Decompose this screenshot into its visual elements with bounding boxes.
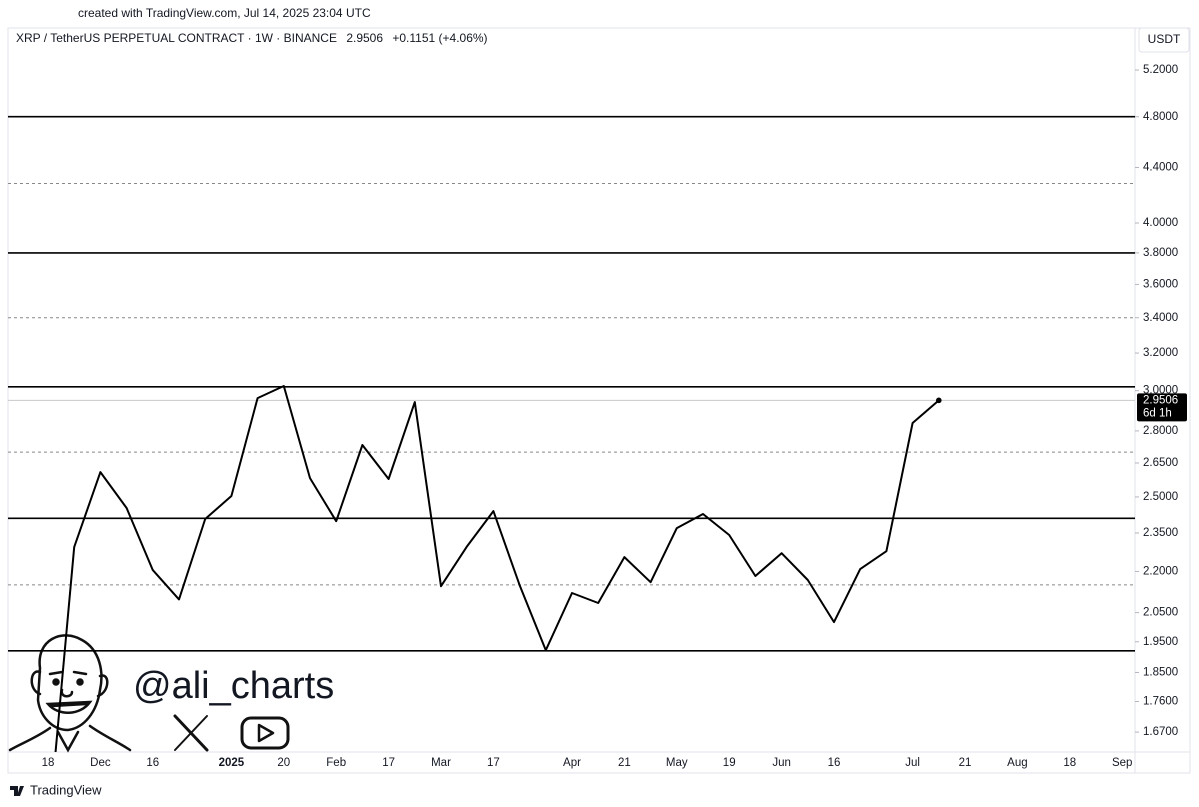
x-tick-label: 19 (723, 757, 736, 769)
y-tick-label: 3.2000 (1143, 347, 1178, 359)
y-tick-label: 2.2000 (1143, 565, 1178, 577)
brand: TradingView (30, 782, 102, 797)
x-tick-label: 16 (146, 757, 159, 769)
x-tick-label: 18 (42, 757, 55, 769)
x-tick-label: 20 (277, 757, 290, 769)
y-tick-label: 2.3500 (1143, 527, 1178, 539)
y-tick-label: 1.6700 (1143, 726, 1178, 738)
header: XRP / TetherUS PERPETUAL CONTRACT · 1W ·… (16, 31, 488, 45)
header-change: +0.1151 (+4.06%) (392, 31, 487, 45)
x-tick-label: Sep (1112, 757, 1132, 769)
y-tick-label: 4.8000 (1143, 111, 1178, 123)
header-price: 2.9506 (346, 31, 383, 45)
y-tick-label: 2.8000 (1143, 425, 1178, 437)
y-tick-label: 4.0000 (1143, 217, 1178, 229)
plot (8, 385, 1135, 752)
price-line (54, 385, 940, 752)
y-tick-label: 1.9500 (1143, 636, 1178, 648)
x-tick-label: Mar (431, 757, 451, 769)
x-tick-label: Apr (563, 757, 581, 769)
x-tick-label: Jul (905, 757, 920, 769)
x-tick-label: Feb (326, 757, 346, 769)
y-tick-label: 2.0500 (1143, 607, 1178, 619)
x-tick-label: 17 (382, 757, 395, 769)
y-tick-label: 3.4000 (1143, 312, 1178, 324)
currency-box[interactable] (1138, 27, 1190, 53)
price-label: 2.9506 (1143, 394, 1178, 406)
credit: created with TradingView.com, Jul 14, 20… (78, 6, 371, 20)
x-tick-label: 21 (618, 757, 631, 769)
x-tick-label: Aug (1007, 757, 1027, 769)
watermark: @ali_charts (133, 665, 334, 707)
x-tick-label: 2025 (219, 757, 245, 769)
symbol-title: XRP / TetherUS PERPETUAL CONTRACT · 1W ·… (16, 31, 337, 45)
currency[interactable]: USDT (1148, 32, 1181, 46)
y-tick-label: 1.7600 (1143, 696, 1178, 708)
levels (8, 115, 1135, 652)
y-tick-label: 3.6000 (1143, 278, 1178, 290)
y-tick-label: 4.4000 (1143, 161, 1178, 173)
x-tick-label: 18 (1063, 757, 1076, 769)
price-label-box (1137, 393, 1187, 422)
last-point (936, 397, 942, 404)
x-tick-label: Dec (90, 757, 111, 769)
x-logo[interactable] (173, 714, 209, 752)
countdown: 6d 1h (1143, 407, 1172, 419)
y-tick-label: 5.2000 (1143, 64, 1178, 76)
x-tick-label: May (666, 757, 688, 769)
x-tick-label: 17 (487, 757, 500, 769)
x-tick-label: Jun (772, 757, 791, 769)
youtube-logo[interactable] (240, 716, 290, 750)
y-tick-label: 3.8000 (1143, 247, 1178, 259)
footer: TradingView (10, 782, 102, 797)
y-tick-label: 2.5000 (1143, 491, 1178, 503)
y-tick-label: 2.6500 (1143, 457, 1178, 469)
y-tick-label: 1.8500 (1143, 666, 1178, 678)
x-tick-label: 16 (828, 757, 841, 769)
axes: 5.2000 4.8000 4.4000 4.0000 3.8000 3.6000 3.40… (42, 64, 1187, 769)
x-tick-label: 21 (959, 757, 972, 769)
avatar (8, 634, 132, 753)
